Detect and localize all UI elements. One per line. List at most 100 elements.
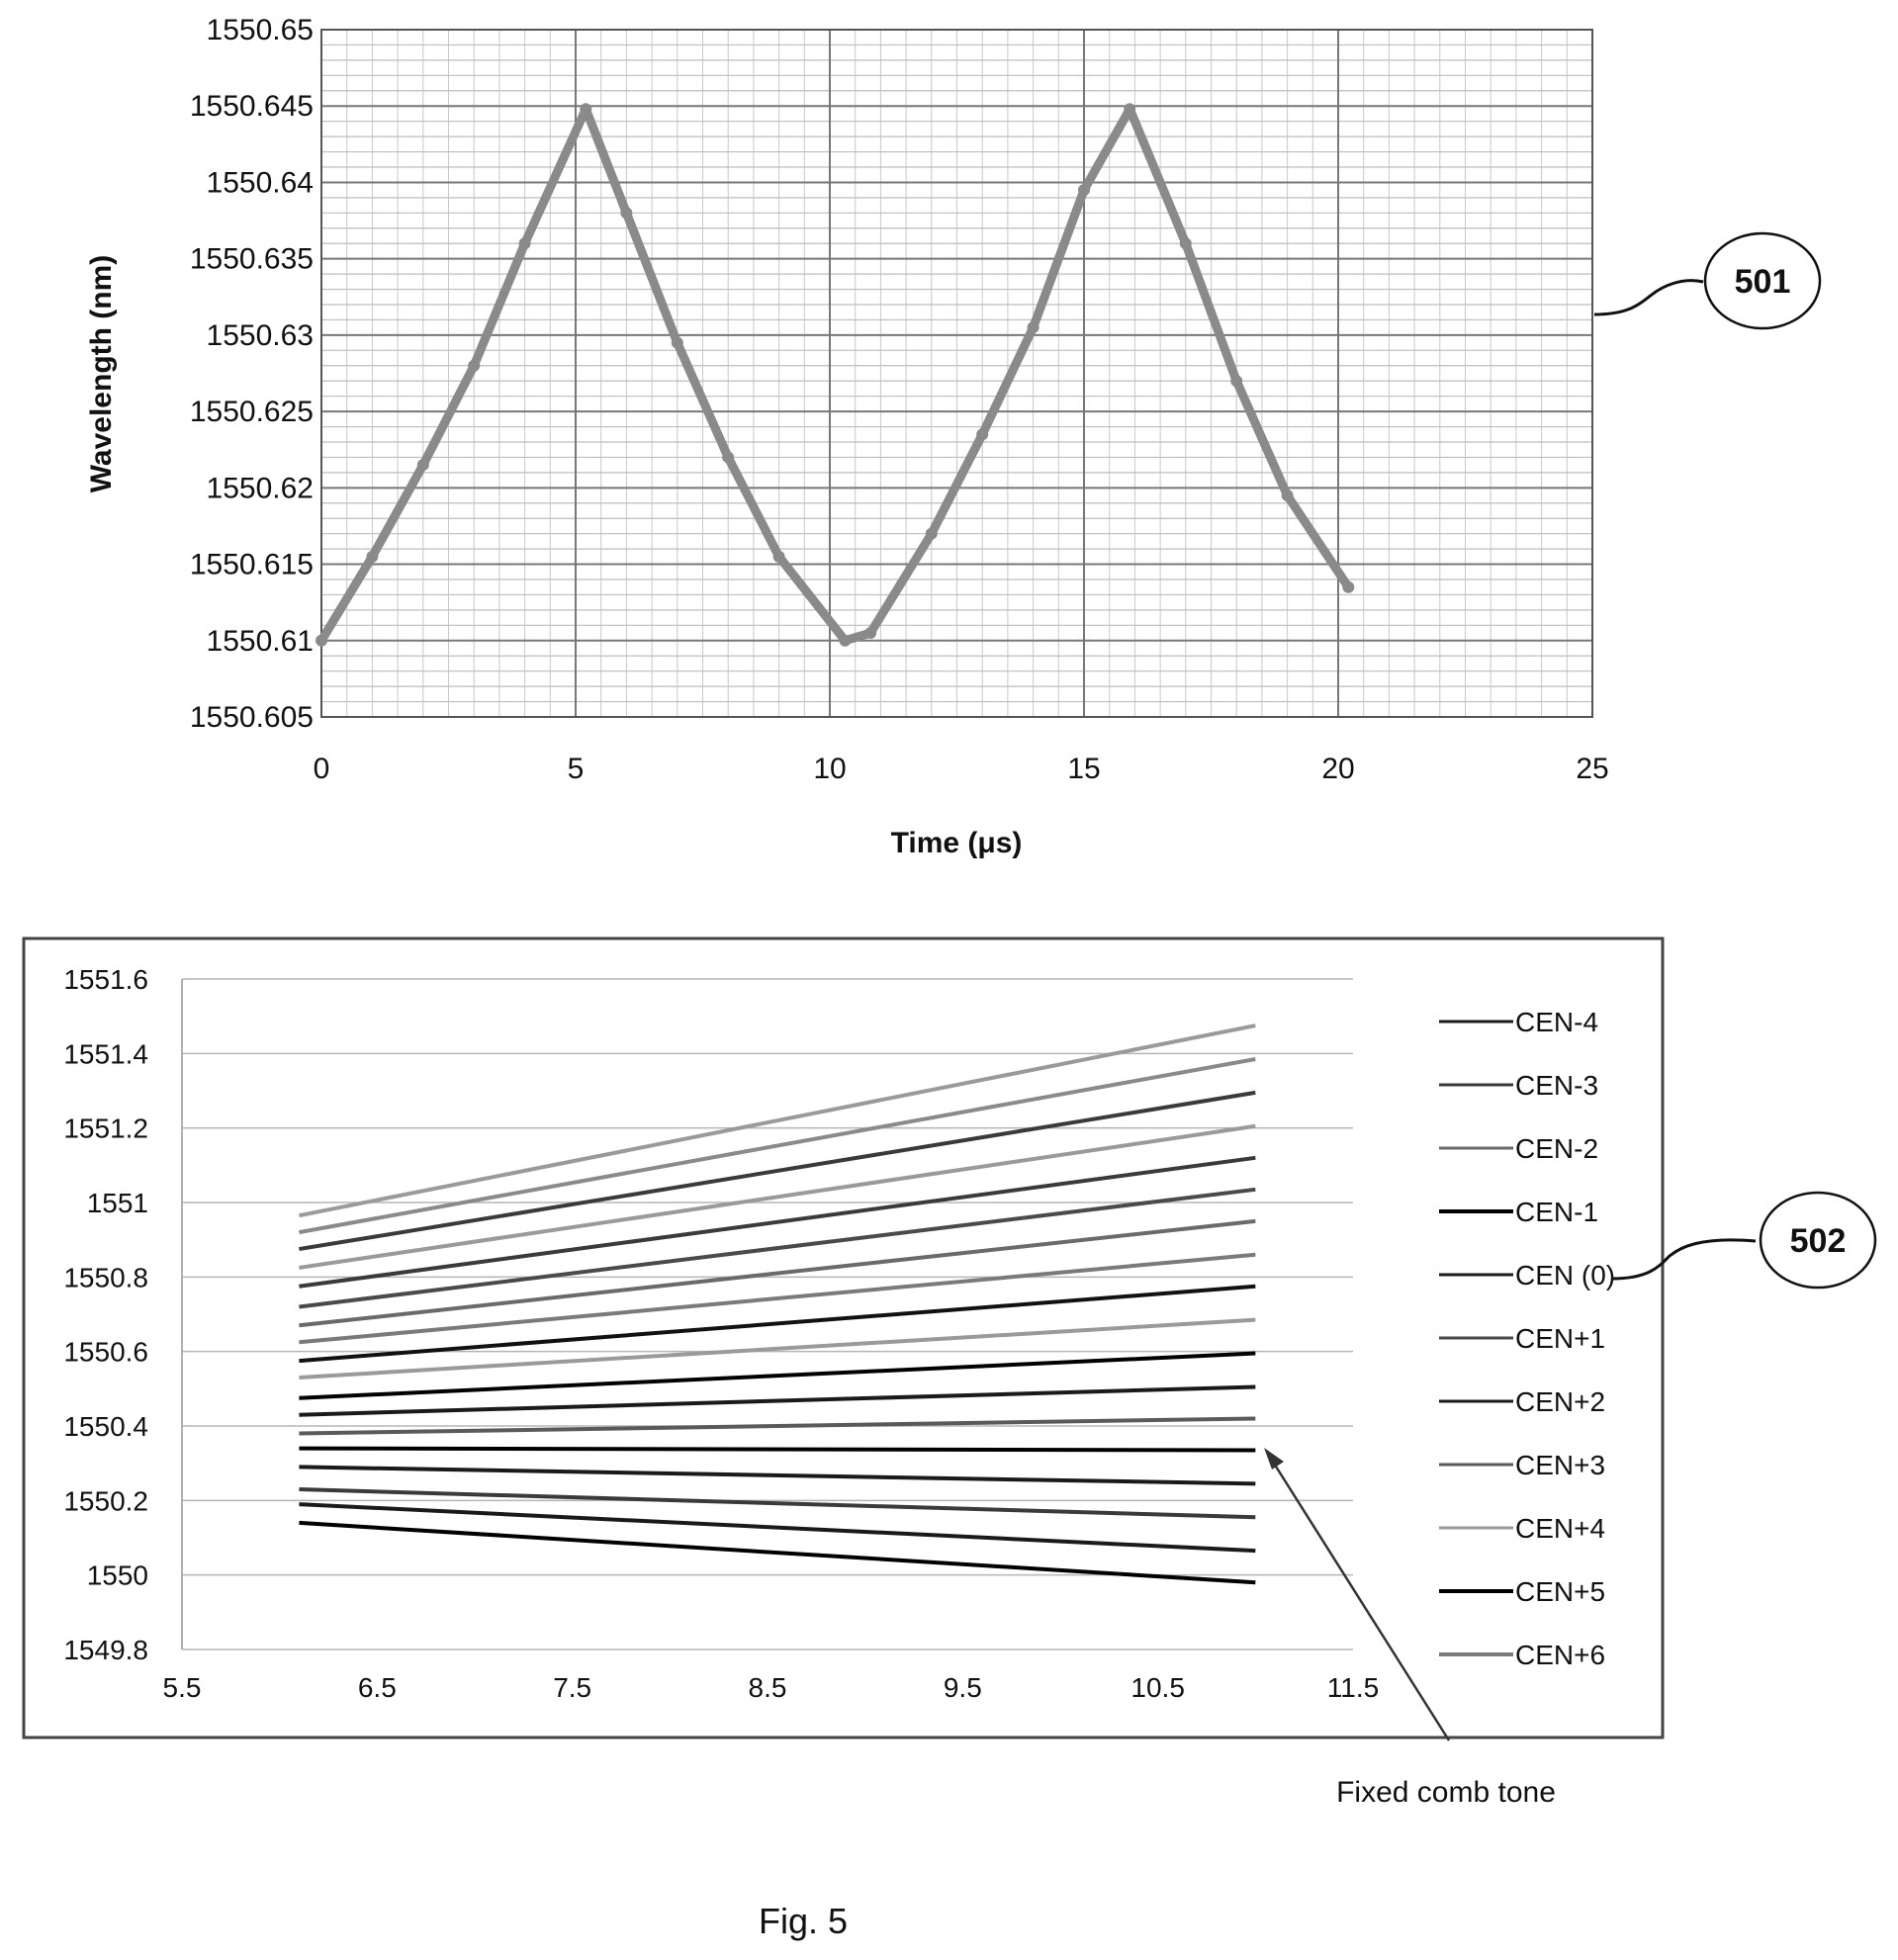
chart-502-y-tick-label: 1551.2 — [63, 1114, 148, 1144]
chart-502-x-tick-label: 11.5 — [1327, 1672, 1379, 1703]
chart-501-data-point — [925, 527, 938, 540]
chart-501-data-point — [580, 103, 592, 116]
chart-502-y-tick-label: 1550 — [87, 1560, 148, 1591]
chart-502-legend: CEN-4 CEN-3 CEN-2 CEN-1 CEN (0) CEN+1 CEN+2 CEN… — [1439, 1007, 1615, 1670]
chart-502-legend-label: CEN-2 — [1515, 1133, 1598, 1164]
chart-502-series-line — [299, 1416, 1256, 1436]
chart-502-y-tick-label: 1550.4 — [63, 1411, 148, 1442]
chart-501-grid — [320, 29, 1593, 718]
callout-502-leader — [1611, 1238, 1757, 1281]
chart-501-data-point — [976, 428, 989, 441]
callout-501: 501 — [1593, 231, 1822, 330]
chart-501-data-point — [1230, 375, 1243, 388]
chart-502-x-ticks: 5.5 6.5 7.5 8.5 9.5 10.5 11.5 — [163, 1672, 1380, 1703]
chart-502-x-tick-label: 5.5 — [163, 1672, 202, 1703]
chart-501-series — [316, 103, 1355, 647]
chart-502-series-line — [299, 1520, 1256, 1585]
chart-502-legend-label: CEN-1 — [1515, 1197, 1598, 1227]
chart-501-y-tick-label: 1550.62 — [207, 472, 314, 504]
chart-501-y-tick-label: 1550.61 — [207, 625, 314, 658]
chart-502-series-line — [299, 1284, 1256, 1364]
chart-502-legend-label: CEN-4 — [1515, 1007, 1598, 1037]
chart-501-data-point — [1281, 490, 1294, 502]
chart-502-y-tick-label: 1551.4 — [63, 1038, 148, 1069]
chart-501-data-point — [468, 359, 481, 372]
chart-502-x-tick-label: 7.5 — [553, 1672, 591, 1703]
chart-501-data-point — [671, 336, 683, 349]
chart-501-x-tick-label: 15 — [1067, 753, 1100, 785]
chart-501-data-point — [620, 207, 633, 220]
chart-501-y-tick-label: 1550.605 — [190, 701, 314, 734]
chart-501-x-tick-label: 10 — [813, 753, 846, 785]
chart-501-data-point — [1179, 237, 1192, 250]
chart-501-x-ticks: 0 5 10 15 20 25 — [314, 753, 1609, 785]
chart-502-x-tick-label: 9.5 — [944, 1672, 982, 1703]
chart-501-y-tick-label: 1550.615 — [190, 549, 314, 581]
chart-501-data-point — [1124, 103, 1136, 116]
chart-501-y-ticks: 1550.605 1550.61 1550.615 1550.62 1550.625 15… — [190, 14, 314, 734]
chart-501-y-tick-label: 1550.635 — [190, 243, 314, 276]
chart-502-series-line — [299, 1024, 1256, 1218]
chart-502-series-line — [299, 1123, 1256, 1270]
annotation-label: Fixed comb tone — [1336, 1776, 1556, 1809]
chart-501-plot-frame — [320, 29, 1593, 718]
chart-502-legend-label: CEN+4 — [1515, 1513, 1605, 1544]
chart-502-y-ticks: 1549.8 1550 1550.2 1550.4 1550.6 1550.8 1551 15… — [63, 964, 148, 1665]
chart-501-y-tick-label: 1550.645 — [190, 90, 314, 123]
chart-502-x-tick-label: 10.5 — [1130, 1672, 1185, 1703]
chart-502-series-line — [299, 1502, 1256, 1554]
chart-501-data-point — [722, 451, 735, 464]
callout-502: 502 — [1611, 1191, 1877, 1290]
figure-caption: Fig. 5 — [759, 1901, 848, 1941]
chart-502-series-line — [299, 1218, 1256, 1328]
chart-501-data-point — [416, 459, 429, 472]
chart-502-series-line — [299, 1351, 1256, 1400]
callout-502-label: 502 — [1790, 1222, 1847, 1260]
chart-501-x-tick-label: 0 — [314, 753, 330, 785]
fixed-comb-tone-annotation: Fixed comb tone — [1264, 1448, 1556, 1809]
chart-501-x-tick-label: 20 — [1321, 753, 1354, 785]
chart-502-y-tick-label: 1551.6 — [63, 964, 148, 995]
chart-502-legend-label: CEN+6 — [1515, 1640, 1605, 1670]
chart-502-series-line — [299, 1252, 1256, 1345]
chart-501-data-point — [1078, 184, 1090, 197]
chart-502-x-tick-label: 6.5 — [358, 1672, 397, 1703]
chart-501-x-tick-label: 5 — [568, 753, 585, 785]
chart-501-data-point — [1342, 580, 1355, 593]
chart-502-series-line — [299, 1090, 1256, 1252]
chart-501-data-point — [316, 634, 327, 647]
chart-502-series-line — [299, 1155, 1256, 1289]
chart-502-series — [299, 1024, 1256, 1585]
chart-502-legend-label: CEN+5 — [1515, 1576, 1605, 1607]
chart-501-series-line — [316, 104, 1353, 646]
chart-502-series-line — [299, 1317, 1256, 1381]
chart-502-legend-label: CEN+3 — [1515, 1450, 1605, 1480]
chart-501-data-point — [839, 634, 852, 647]
chart-501-y-tick-label: 1550.625 — [190, 396, 314, 428]
chart-502-y-tick-label: 1550.8 — [63, 1262, 148, 1292]
chart-502: 1549.8 1550 1550.2 1550.4 1550.6 1550.8 1551 15… — [22, 936, 1665, 1739]
chart-501-x-axis-title: Time (μs) — [891, 827, 1023, 859]
chart-501-data-point — [864, 627, 877, 640]
chart-501-y-tick-label: 1550.64 — [207, 166, 314, 199]
annotation-arrow-head — [1264, 1448, 1284, 1470]
chart-501-y-tick-label: 1550.63 — [207, 319, 314, 352]
callout-501-leader — [1593, 279, 1704, 316]
chart-502-y-tick-label: 1549.8 — [63, 1635, 148, 1665]
chart-502-series-line — [299, 1384, 1256, 1417]
chart-502-outer-frame — [22, 936, 1665, 1739]
chart-502-legend-label: CEN-3 — [1515, 1070, 1598, 1101]
chart-502-legend-label: CEN (0) — [1515, 1260, 1615, 1291]
chart-502-series-line — [299, 1487, 1256, 1520]
chart-501-data-point — [1027, 321, 1039, 334]
chart-502-series-line — [299, 1446, 1256, 1453]
chart-502-legend-label: CEN+1 — [1515, 1323, 1605, 1354]
callout-501-circle — [1703, 231, 1822, 330]
chart-501-data-point — [366, 550, 379, 563]
annotation-arrow-line — [1269, 1458, 1451, 1741]
chart-502-y-tick-label: 1551 — [87, 1188, 148, 1218]
chart-501-data-point — [518, 237, 531, 250]
chart-502-series-line — [299, 1187, 1256, 1309]
chart-501: 1550.605 1550.61 1550.615 1550.62 1550.625 15… — [85, 14, 1609, 859]
callout-501-label: 501 — [1735, 263, 1791, 301]
